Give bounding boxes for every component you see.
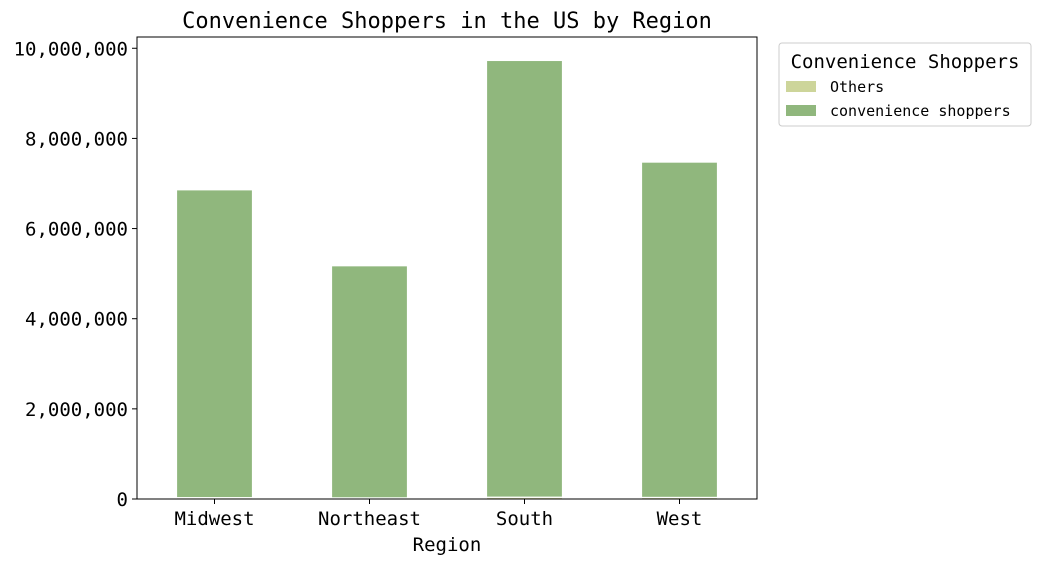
bar-northeast-series-1 xyxy=(330,265,409,499)
x-axis-label: Region xyxy=(413,534,482,556)
legend-title: Convenience Shoppers xyxy=(791,51,1020,73)
y-tick-label: 0 xyxy=(117,489,128,511)
x-axis: Midwest Northeast South West xyxy=(174,499,702,530)
legend: Convenience Shoppers Others convenience s… xyxy=(778,42,1032,127)
y-tick-label: 8,000,000 xyxy=(25,128,128,150)
bar-midwest-series-1 xyxy=(175,189,254,499)
legend-swatch-0 xyxy=(786,81,816,92)
y-tick-label: 10,000,000 xyxy=(14,38,128,60)
legend-swatch-1 xyxy=(786,105,816,116)
y-tick-label: 2,000,000 xyxy=(25,399,128,421)
bar-south-series-1 xyxy=(485,59,564,498)
x-tick-label-midwest: Midwest xyxy=(174,508,254,530)
bar-west-series-1 xyxy=(640,161,719,499)
x-tick-label-west: West xyxy=(657,508,703,530)
legend-frame xyxy=(778,42,1032,127)
legend-label-1: convenience shoppers xyxy=(830,102,1011,120)
y-tick-label: 4,000,000 xyxy=(25,309,128,331)
plot-area-frame xyxy=(136,36,758,500)
y-tick-label: 6,000,000 xyxy=(25,219,128,241)
chart-title: Convenience Shoppers in the US by Region xyxy=(182,9,712,34)
y-axis: 0 2,000,000 4,000,000 6,000,000 8,000,000 10,… xyxy=(14,38,137,511)
bars-group xyxy=(175,59,719,500)
legend-label-0: Others xyxy=(830,78,884,96)
x-tick-label-south: South xyxy=(496,508,553,530)
x-tick-label-northeast: Northeast xyxy=(318,508,421,530)
